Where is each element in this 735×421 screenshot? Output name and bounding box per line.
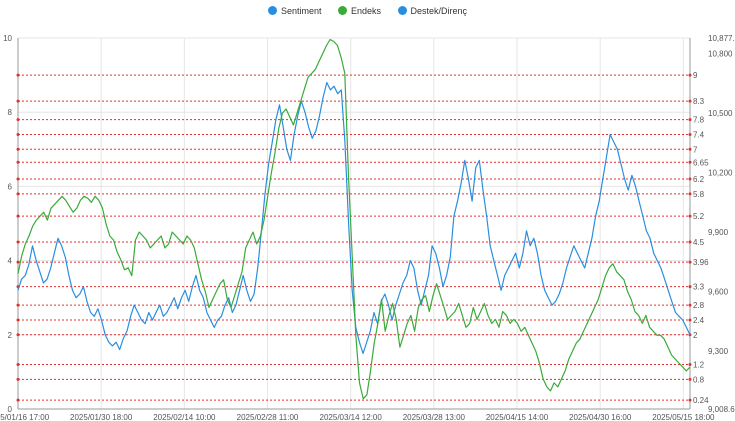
x-tick-label: 2025/04/15 14:00 bbox=[486, 413, 549, 421]
level-label: 1.2 bbox=[693, 360, 705, 369]
x-tick-label: 2025/03/14 12:00 bbox=[320, 413, 383, 421]
level-marker bbox=[688, 214, 692, 218]
legend-label-sentiment: Sentiment bbox=[280, 6, 322, 16]
level-marker bbox=[16, 177, 20, 181]
x-tick-label: 2025/01/30 18:00 bbox=[70, 413, 133, 421]
level-label: 4.5 bbox=[693, 238, 705, 247]
y-right-tick-label: 9,300 bbox=[708, 347, 729, 356]
level-marker bbox=[688, 132, 692, 136]
y-right-tick-label: 10,800 bbox=[708, 49, 733, 58]
level-marker bbox=[16, 240, 20, 244]
level-marker bbox=[16, 333, 20, 337]
y-left-tick-label: 4 bbox=[8, 257, 13, 266]
y-left-tick-label: 8 bbox=[8, 108, 13, 117]
level-marker bbox=[16, 132, 20, 136]
level-marker bbox=[16, 260, 20, 264]
series-line-endeks bbox=[17, 38, 691, 400]
level-label: 2.8 bbox=[693, 301, 705, 310]
level-marker bbox=[688, 377, 692, 381]
circle-icon bbox=[397, 6, 407, 15]
level-marker bbox=[688, 285, 692, 289]
y-left-tick-label: 10 bbox=[3, 34, 12, 43]
chart-legend: Sentiment Endeks Destek/Direnç bbox=[0, 6, 735, 16]
level-marker bbox=[688, 362, 692, 366]
level-label: 6.2 bbox=[693, 175, 705, 184]
y-left-tick-label: 2 bbox=[8, 331, 13, 340]
level-label: 7.8 bbox=[693, 116, 705, 125]
level-marker bbox=[16, 99, 20, 103]
level-label: 7.4 bbox=[693, 130, 705, 139]
y-right-tick-label: 9,600 bbox=[708, 288, 729, 297]
level-marker bbox=[16, 118, 20, 122]
level-marker bbox=[16, 377, 20, 381]
level-marker bbox=[688, 177, 692, 181]
level-label: 0.8 bbox=[693, 375, 705, 384]
level-label: 2 bbox=[693, 331, 698, 340]
level-marker bbox=[688, 318, 692, 322]
circle-icon bbox=[337, 6, 347, 15]
level-marker bbox=[16, 147, 20, 151]
legend-label-destek-direnc: Destek/Direnç bbox=[410, 6, 468, 16]
level-label: 2.4 bbox=[693, 316, 705, 325]
y-right-tick-label: 10,200 bbox=[708, 169, 733, 178]
level-marker bbox=[688, 240, 692, 244]
level-marker bbox=[688, 118, 692, 122]
level-marker bbox=[16, 192, 20, 196]
level-label: 9 bbox=[693, 71, 698, 80]
level-label: 5.2 bbox=[693, 212, 705, 221]
y-left-tick-label: 6 bbox=[8, 182, 13, 191]
circle-icon bbox=[267, 6, 277, 15]
level-label: 0.24 bbox=[693, 396, 709, 405]
legend-item-destek-direnc[interactable]: Destek/Direnç bbox=[397, 6, 468, 16]
level-label: 6.65 bbox=[693, 158, 709, 167]
y-right-tick-label: 9,900 bbox=[708, 228, 729, 237]
level-marker bbox=[16, 398, 20, 402]
legend-item-sentiment[interactable]: Sentiment bbox=[267, 6, 322, 16]
level-marker bbox=[688, 147, 692, 151]
x-tick-label: 2025/04/30 16:00 bbox=[569, 413, 632, 421]
level-marker bbox=[688, 99, 692, 103]
level-marker bbox=[688, 398, 692, 402]
level-marker bbox=[688, 73, 692, 77]
x-tick-label: 2025/01/16 17:00 bbox=[0, 413, 50, 421]
y-left-tick-label: 0 bbox=[8, 405, 13, 414]
level-marker bbox=[688, 160, 692, 164]
level-label: 3.96 bbox=[693, 258, 709, 267]
level-marker bbox=[688, 260, 692, 264]
level-label: 3.3 bbox=[693, 283, 705, 292]
level-marker bbox=[16, 362, 20, 366]
level-marker bbox=[688, 192, 692, 196]
level-marker bbox=[16, 214, 20, 218]
y-right-tick-label: 9,008.6 bbox=[708, 405, 735, 414]
level-marker bbox=[16, 73, 20, 77]
level-marker bbox=[16, 318, 20, 322]
legend-item-endeks[interactable]: Endeks bbox=[337, 6, 382, 16]
x-tick-label: 2025/02/28 11:00 bbox=[237, 413, 299, 421]
level-marker bbox=[688, 303, 692, 307]
x-tick-label: 2025/03/28 13:00 bbox=[403, 413, 466, 421]
y-right-tick-label: 10,877.6 bbox=[708, 34, 735, 43]
x-tick-label: 2025/02/14 10:00 bbox=[153, 413, 216, 421]
x-tick-label: 2025/05/15 18:00 bbox=[652, 413, 715, 421]
level-label: 8.3 bbox=[693, 97, 705, 106]
legend-label-endeks: Endeks bbox=[350, 6, 382, 16]
level-label: 7 bbox=[693, 145, 698, 154]
level-label: 5.8 bbox=[693, 190, 705, 199]
level-marker bbox=[16, 160, 20, 164]
series-line-sentiment bbox=[17, 81, 691, 354]
y-right-tick-label: 10,500 bbox=[708, 109, 733, 118]
level-marker bbox=[16, 303, 20, 307]
